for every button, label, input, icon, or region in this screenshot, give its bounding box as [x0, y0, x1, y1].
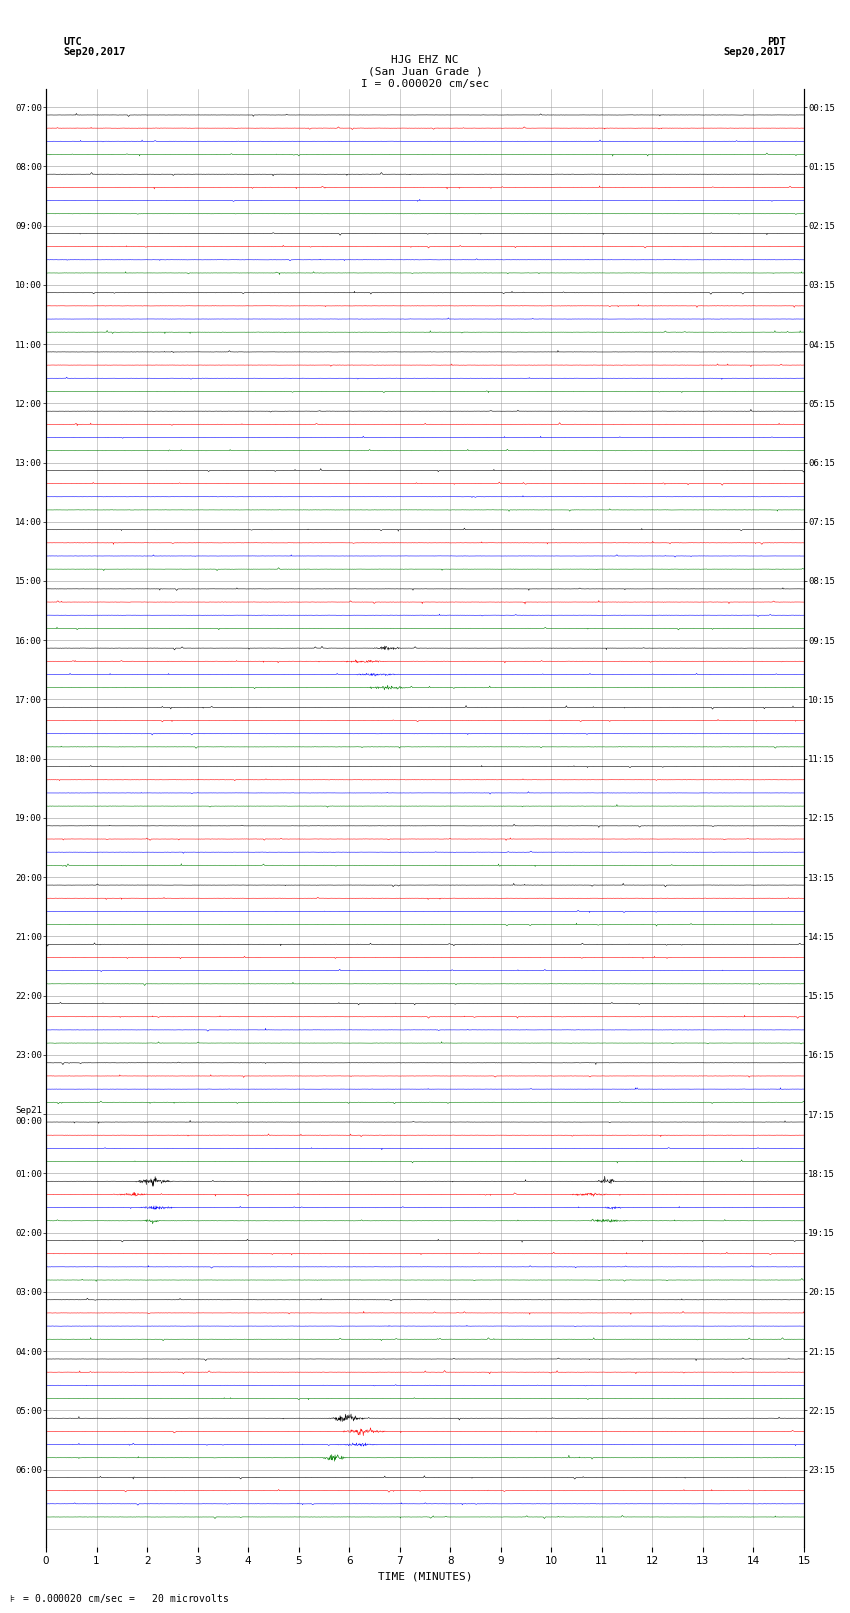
Title: HJG EHZ NC
(San Juan Grade )
I = 0.000020 cm/sec: HJG EHZ NC (San Juan Grade ) I = 0.00002…: [361, 55, 489, 89]
Text: $\models$ = 0.000020 cm/sec =   20 microvolts: $\models$ = 0.000020 cm/sec = 20 microvo…: [8, 1592, 230, 1605]
Text: Sep20,2017: Sep20,2017: [64, 47, 127, 56]
X-axis label: TIME (MINUTES): TIME (MINUTES): [377, 1573, 473, 1582]
Text: Sep20,2017: Sep20,2017: [723, 47, 786, 56]
Text: PDT: PDT: [768, 37, 786, 47]
Text: UTC: UTC: [64, 37, 82, 47]
